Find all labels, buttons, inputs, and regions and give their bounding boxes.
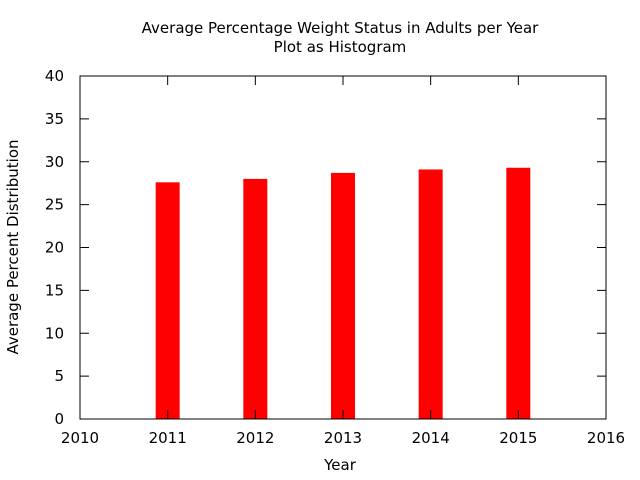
- chart-title-line-2: Plot as Histogram: [274, 38, 407, 56]
- plot-frame: [79, 75, 607, 420]
- x-tick-label-2013: 2013: [324, 429, 362, 447]
- x-axis-label: Year: [323, 456, 357, 474]
- y-tick-label-15: 15: [45, 281, 64, 299]
- y-tick-label-5: 5: [54, 367, 64, 385]
- bar-2012: [243, 178, 268, 419]
- y-tick-label-35: 35: [45, 110, 64, 128]
- y-tick-label-0: 0: [54, 410, 64, 428]
- x-tick-label-2012: 2012: [236, 429, 274, 447]
- x-tick-label-2014: 2014: [412, 429, 450, 447]
- y-tick-label-25: 25: [45, 196, 64, 214]
- y-tick-label-30: 30: [45, 153, 64, 171]
- bar-2014: [418, 169, 443, 419]
- x-tick-label-2011: 2011: [149, 429, 187, 447]
- y-tick-label-40: 40: [45, 67, 64, 85]
- chart-title-line-1: Average Percentage Weight Status in Adul…: [142, 19, 539, 37]
- y-axis-label: Average Percent Distribution: [4, 139, 22, 354]
- bar-2013: [331, 172, 355, 419]
- bar-2015: [506, 167, 531, 419]
- x-tick-label-2015: 2015: [499, 429, 537, 447]
- y-tick-label-10: 10: [45, 324, 64, 342]
- y-tick-label-20: 20: [45, 239, 64, 257]
- bar-series: [155, 167, 531, 419]
- x-tick-label-2016: 2016: [587, 429, 625, 447]
- x-tick-label-2010: 2010: [61, 429, 99, 447]
- axis-ticks: 0 5 10 15 20 25 30 35 40 2010 2011 2012 2013 2014 2015…: [45, 67, 625, 447]
- bar-2011: [155, 182, 180, 419]
